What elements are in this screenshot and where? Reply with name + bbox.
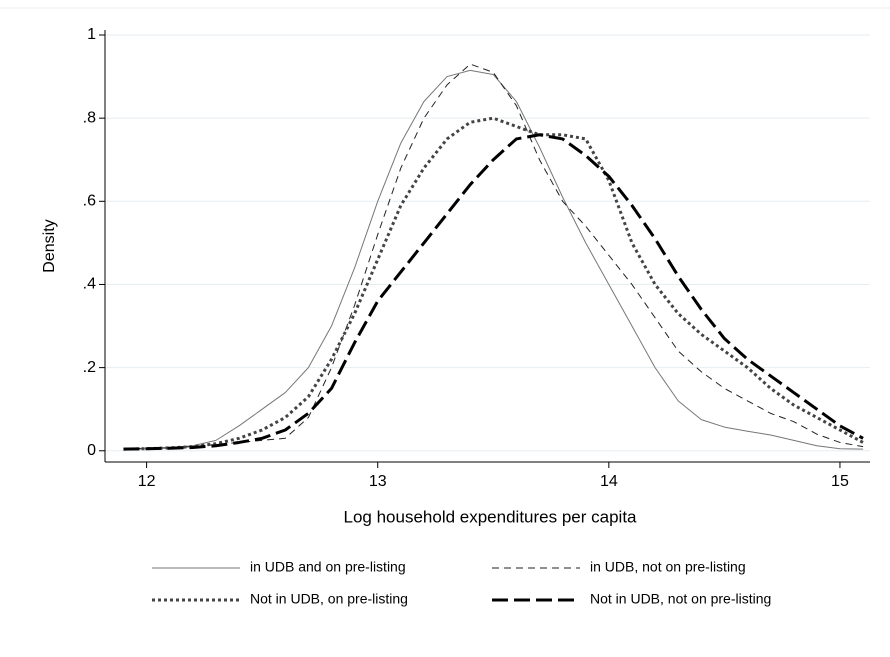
x-tick-label: 13: [369, 473, 387, 490]
density-line: [123, 69, 864, 450]
legend-label: Not in UDB, not on pre-listing: [590, 591, 771, 607]
density-line: [123, 116, 864, 451]
x-axis-label: Log household expenditures per capita: [344, 507, 638, 526]
x-tick-label: 14: [600, 473, 618, 490]
x-tick-label: 15: [831, 473, 849, 490]
legend-label: in UDB and on pre-listing: [250, 559, 406, 575]
density-line: [123, 133, 864, 451]
y-tick-label: .2: [83, 359, 96, 376]
density-line: [123, 63, 864, 450]
y-tick-label: .8: [83, 109, 96, 126]
y-tick-label: .4: [83, 276, 96, 293]
y-axis-label: Density: [41, 219, 58, 272]
y-tick-label: .6: [83, 193, 96, 210]
x-tick-label: 12: [138, 473, 156, 490]
y-tick-label: 1: [87, 26, 96, 43]
y-tick-label: 0: [87, 442, 96, 459]
legend-label: Not in UDB, on pre-listing: [250, 591, 408, 607]
legend-label: in UDB, not on pre-listing: [590, 559, 746, 575]
